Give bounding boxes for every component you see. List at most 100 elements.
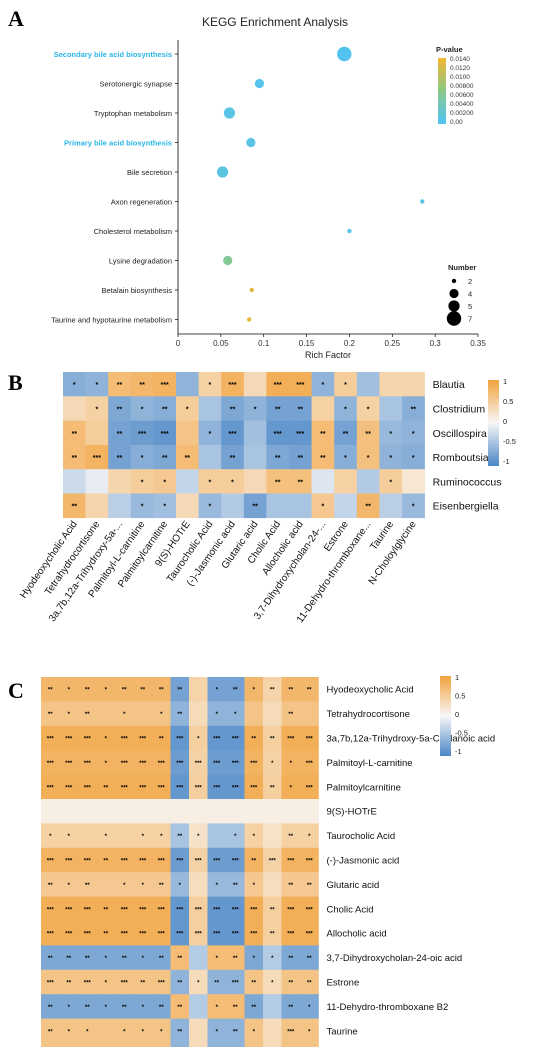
heatmap-b-cell xyxy=(334,372,358,397)
kegg-point xyxy=(246,317,252,322)
heatmap-c-cell xyxy=(59,701,79,727)
heatmap-c-cell xyxy=(133,994,153,1019)
heatmap-c-cell xyxy=(78,1043,97,1052)
heatmap-c-cell xyxy=(170,701,190,727)
heatmap-c-scale-label: -0.5 xyxy=(455,729,468,738)
heatmap-c-cell xyxy=(152,725,171,751)
heatmap-c-cell xyxy=(96,1018,116,1044)
heatmap-c-cell xyxy=(300,994,319,1019)
heatmap-b-significance: * xyxy=(412,455,415,462)
heatmap-b-cell xyxy=(289,493,312,519)
heatmap-c-cell xyxy=(226,799,245,824)
heatmap-b-cell xyxy=(243,469,267,494)
heatmap-c-significance: * xyxy=(308,1005,311,1011)
heatmap-b-cell xyxy=(153,372,177,397)
heatmap-b-cell xyxy=(85,396,109,421)
heatmap-c-cell xyxy=(96,847,116,873)
heatmap-c-significance: *** xyxy=(65,737,73,743)
heatmap-c-cell xyxy=(207,750,227,775)
heatmap-c-significance: *** xyxy=(195,785,203,791)
number-legend-title: Number xyxy=(448,263,476,272)
heatmap-b-significance: * xyxy=(367,455,370,462)
heatmap-c-cell xyxy=(281,799,301,824)
heatmap-b-cell xyxy=(153,420,177,446)
heatmap-b-significance: * xyxy=(163,479,166,486)
heatmap-c-cell xyxy=(244,945,264,971)
heatmap-c-significance: ** xyxy=(85,883,90,889)
heatmap-b-cell xyxy=(198,469,222,494)
heatmap-c-cell xyxy=(152,896,171,922)
heatmap-c-cell xyxy=(226,945,245,971)
heatmap-c-cell xyxy=(281,872,301,897)
heatmap-c-cell xyxy=(244,823,264,849)
heatmap-c-cell xyxy=(170,799,190,824)
heatmap-c-cell xyxy=(59,677,79,702)
heatmap-b-cell xyxy=(356,469,380,494)
heatmap-c-cell xyxy=(115,823,134,849)
heatmap-c-significance: * xyxy=(253,1029,256,1035)
heatmap-b-cell xyxy=(63,372,86,397)
heatmap-b-significance: ** xyxy=(298,455,304,462)
heatmap-c-significance: * xyxy=(216,956,219,962)
heatmap-b-significance: ** xyxy=(275,455,281,462)
heatmap-c-significance: *** xyxy=(176,907,184,913)
heatmap-c-cell xyxy=(59,1018,79,1044)
heatmap-c-significance: * xyxy=(68,834,71,840)
heatmap-c-significance: ** xyxy=(251,859,256,865)
kegg-point xyxy=(337,46,352,62)
heatmap-c-cell xyxy=(59,921,79,946)
heatmap-c-cell xyxy=(281,847,301,873)
heatmap-c-significance: *** xyxy=(213,761,221,767)
heatmap-c-cell xyxy=(281,823,301,849)
heatmap-c-significance: *** xyxy=(306,785,314,791)
heatmap-c-significance: *** xyxy=(139,859,147,865)
heatmap-c-significance: * xyxy=(68,688,71,694)
heatmap-c-significance: *** xyxy=(232,761,240,767)
heatmap-c-cell xyxy=(170,1043,190,1052)
heatmap-c-row-label: Palmitoylcarnitine xyxy=(327,782,401,793)
heatmap-c-cell xyxy=(281,994,301,1019)
heatmap-c-significance: * xyxy=(290,785,293,791)
heatmap-c-cell xyxy=(96,921,116,946)
kegg-point xyxy=(216,166,229,178)
heatmap-c-row-label: Allocholic acid xyxy=(327,929,387,940)
heatmap-c-cell xyxy=(226,969,245,995)
heatmap-c-significance: *** xyxy=(250,761,258,767)
heatmap-c-significance: ** xyxy=(270,907,275,913)
heatmap-b-cell xyxy=(198,396,222,421)
heatmap-c-cell xyxy=(170,872,190,897)
heatmap-b-cell xyxy=(266,372,290,397)
heatmap-b-cell xyxy=(289,469,312,494)
heatmap-c-significance: * xyxy=(68,1029,71,1035)
heatmap-c-scale-label: -1 xyxy=(455,747,462,756)
heatmap-b-cell xyxy=(289,396,312,421)
heatmap-c-significance: ** xyxy=(48,688,53,694)
heatmap-c-row-label: 9(S)-HOTrE xyxy=(327,807,377,818)
heatmap-b-cell xyxy=(311,396,335,421)
heatmap-c-cell xyxy=(115,774,134,800)
heatmap-c-cell xyxy=(96,945,116,971)
heatmap-b-significance: ** xyxy=(343,431,349,438)
heatmap-c-significance: *** xyxy=(84,859,92,865)
heatmap-c-significance: * xyxy=(253,956,256,962)
heatmap-c-cell xyxy=(133,823,153,849)
heatmap-c-significance: *** xyxy=(232,981,240,987)
kegg-point xyxy=(223,107,236,119)
heatmap-b-cell xyxy=(243,420,267,446)
heatmap-c-cell xyxy=(115,1018,134,1044)
heatmap-c-significance: ** xyxy=(48,712,53,718)
heatmap-c-cell xyxy=(170,677,190,702)
heatmap-c-cell xyxy=(300,1043,319,1052)
heatmap-b-cell xyxy=(266,493,290,519)
heatmap-b-cell xyxy=(266,420,290,446)
heatmap-c-significance: *** xyxy=(195,907,203,913)
heatmap-c-cell xyxy=(226,1018,245,1044)
heatmap-c-cell xyxy=(133,774,153,800)
heatmap-c-cell xyxy=(115,725,134,751)
heatmap-b-cell xyxy=(379,493,403,519)
heatmap-c-significance: *** xyxy=(84,907,92,913)
heatmap-c-row-label: Estrone xyxy=(327,978,360,989)
heatmap-c-cell xyxy=(244,725,264,751)
kegg-pathway-label: Bile secretion xyxy=(127,168,172,177)
heatmap-b-cell xyxy=(402,469,425,494)
